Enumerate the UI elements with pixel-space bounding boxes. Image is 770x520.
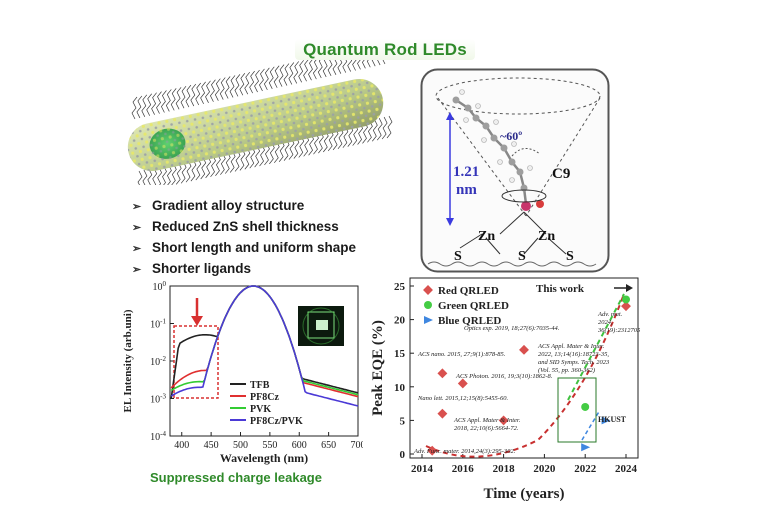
reference-annotation: This work (536, 283, 585, 295)
legend-label: PF8Cz/PVK (250, 416, 303, 427)
x-tick-label: 500 (233, 440, 248, 451)
reference-annotation: Adv. mat. 2024, 36(19):2312705 (597, 311, 641, 334)
y-tick-label: 10-1 (150, 318, 166, 331)
data-point-red (437, 368, 448, 379)
y-tick-label: 10-4 (150, 430, 166, 443)
x-tick-label: 2024 (615, 463, 638, 475)
arrowhead-bullet-icon: ➢ (132, 201, 142, 213)
y-axis-label: Peak EQE (%) (370, 320, 386, 416)
ligand-chain (455, 98, 528, 205)
device-photo-inset (298, 306, 344, 346)
x-tick-label: 550 (262, 440, 277, 451)
x-tick-label: 2022 (574, 463, 597, 475)
length-unit: nm (456, 182, 477, 198)
length-value: 1.21 (453, 164, 479, 180)
data-point-blue (601, 416, 611, 425)
legend-marker (424, 316, 433, 324)
legend-marker (424, 301, 432, 309)
chain-label: C9 (552, 166, 570, 182)
y-tick-label: 5 (400, 415, 406, 427)
y-tick-label: 20 (394, 315, 406, 327)
s-atom-2: S (518, 249, 526, 264)
trend-curve (425, 293, 625, 458)
spectrum-caption: Suppressed charge leakage (150, 470, 322, 485)
arrowhead-bullet-icon: ➢ (132, 264, 142, 276)
feature-item: ➢ Reduced ZnS shell thickness (132, 216, 356, 237)
down-arrow-icon (191, 298, 203, 326)
y-axis-label: EL Intensity (arb.uni) (122, 309, 134, 412)
reference-annotation: Optics exp. 2019, 18;27(6):7035-44. (464, 325, 560, 332)
feature-item: ➢ Shorter ligands (132, 258, 356, 279)
legend-label: Blue QRLED (438, 315, 501, 327)
x-tick-label: 450 (204, 440, 219, 451)
x-axis-label: Wavelength (nm) (220, 451, 308, 465)
feature-item: ➢ Gradient alloy structure (132, 195, 356, 216)
x-tick-label: 400 (174, 440, 189, 451)
arrowhead-bullet-icon: ➢ (132, 243, 142, 255)
data-point-red (519, 344, 529, 355)
data-point-green (581, 402, 590, 411)
ligand-inset: ~60º 1.21 nm C9 Zn Zn S S S (420, 68, 610, 273)
highlight-box (173, 325, 219, 399)
y-tick-label: 0 (400, 449, 406, 461)
data-point-red (457, 378, 468, 389)
zn-atom-1: Zn (478, 229, 495, 244)
quantum-rod-illustration (127, 60, 393, 185)
reference-annotation: Adv. Func. mater. 2014,24(3):295-302. (413, 448, 516, 455)
green-trend-line (567, 293, 625, 401)
reference-annotation: HKUST (598, 415, 627, 424)
this-work-arrowhead-icon (626, 284, 633, 292)
data-point-green (622, 295, 630, 304)
reference-annotation: ACS nano. 2015, 27;9(1):878-85. (417, 351, 506, 358)
arrowhead-bullet-icon: ➢ (132, 222, 142, 234)
angle-label: ~60º (500, 129, 522, 143)
y-tick-label: 15 (394, 348, 406, 360)
plot-frame (409, 277, 639, 459)
legend-label: Red QRLED (438, 285, 499, 297)
y-tick-label: 10-2 (150, 355, 166, 368)
legend-label: PVK (250, 404, 271, 415)
chain-hydrogens (459, 89, 533, 183)
legend-label: Green QRLED (438, 300, 509, 312)
reference-annotation: Nano lett. 2015,12;15(8):5455-60. (417, 395, 508, 402)
legend-label: PF8Cz (250, 392, 279, 403)
feature-item: ➢ Short length and uniform shape (132, 237, 356, 258)
reference-annotation: ACS Appl. Mater & Inter. 2022, 13;14(16):… (537, 343, 610, 374)
chain-atoms (452, 96, 528, 192)
y-tick-label: 10 (394, 382, 406, 394)
x-tick-label: 2018 (493, 463, 515, 475)
el-spectrum-chart: 400 450 500 550 600 650 700 10-4 10-3 10-2 10-1 10… (122, 280, 364, 465)
x-tick-label: 700 (351, 440, 364, 451)
hkust-box (557, 377, 597, 443)
x-tick-label: 2014 (411, 463, 434, 475)
reference-annotation: ACS Photon. 2016, 19;3(10):1862-8. (455, 373, 553, 380)
y-tick-label: 100 (153, 280, 167, 293)
s-atom-3: S (566, 249, 574, 264)
y-tick-label: 10-3 (150, 393, 166, 406)
feature-list: ➢ Gradient alloy structure ➢ Reduced ZnS s… (132, 195, 356, 279)
head-group-atom (521, 201, 531, 211)
data-point-blue (581, 443, 591, 452)
spectrum-curve-pf8cz-pvk (170, 285, 359, 407)
blue-trend-line (581, 409, 601, 441)
s-atom-1: S (454, 249, 462, 264)
x-tick-label: 2016 (452, 463, 475, 475)
x-tick-label: 650 (321, 440, 336, 451)
data-point-red (427, 445, 438, 456)
x-tick-label: 2020 (533, 463, 556, 475)
reference-annotation: ACS Appl. Mater & Inter. 2018, 22;10(6):5… (453, 417, 521, 432)
legend-label: TFB (250, 380, 270, 391)
x-axis-label: Time (years) (484, 486, 565, 502)
figure-title: Quantum Rod LEDs (0, 39, 770, 60)
y-tick-label: 25 (394, 281, 406, 293)
zn-atom-2: Zn (538, 229, 555, 244)
eqe-timeline-chart: 2014 2016 2018 2020 2022 2024 0 5 10 15 20 25 Peak … (370, 277, 641, 502)
data-point-red (621, 301, 631, 312)
x-tick-label: 600 (292, 440, 307, 451)
